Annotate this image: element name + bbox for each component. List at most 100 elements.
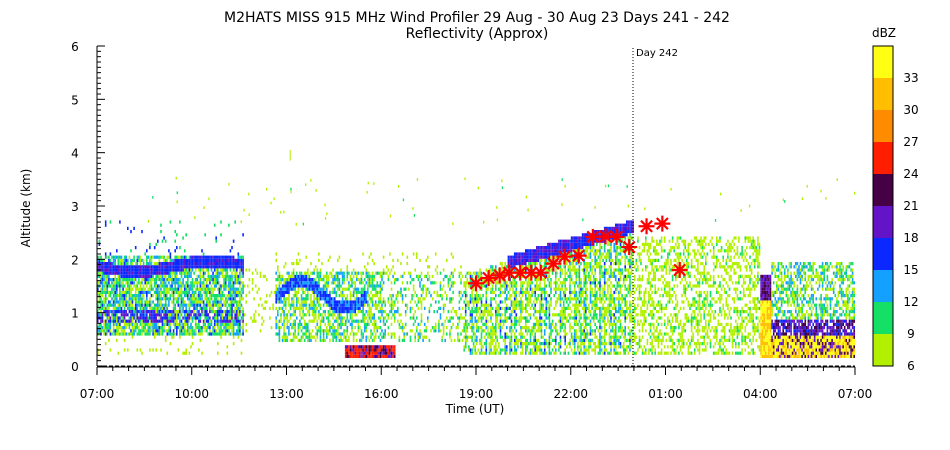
- heatmap-cell: [545, 290, 548, 294]
- heatmap-cell: [373, 335, 375, 339]
- heatmap-cell: [507, 316, 510, 320]
- heatmap-cell: [464, 284, 467, 288]
- heatmap-cell: [433, 326, 435, 330]
- heatmap-cell: [101, 316, 104, 320]
- heatmap-cell: [157, 290, 159, 294]
- heatmap-cell: [201, 329, 203, 333]
- heatmap-cell: [209, 294, 211, 298]
- heatmap-cell: [321, 329, 323, 333]
- heatmap-cell: [452, 306, 454, 310]
- heatmap-cell: [188, 300, 191, 304]
- heatmap-cell: [212, 316, 214, 320]
- heatmap-cell: [237, 252, 240, 256]
- heatmap-cell: [207, 322, 210, 326]
- heatmap-cell: [158, 255, 161, 259]
- heatmap-cell: [570, 242, 573, 246]
- heatmap-cell: [232, 284, 235, 288]
- heatmap-cell: [539, 319, 541, 323]
- heatmap-cell: [562, 329, 565, 333]
- heatmap-cell: [106, 310, 109, 314]
- heatmap-cell: [134, 329, 137, 333]
- heatmap-cell: [237, 310, 240, 314]
- heatmap-cell: [141, 297, 143, 301]
- heatmap-cell: [389, 252, 391, 256]
- heatmap-cell: [555, 335, 557, 339]
- heatmap-cell: [212, 332, 214, 336]
- heatmap-cell: [543, 297, 546, 301]
- heatmap-cell: [510, 300, 513, 304]
- heatmap-cell: [310, 284, 312, 288]
- heatmap-cell: [551, 252, 554, 256]
- heatmap-cell: [283, 335, 285, 339]
- heatmap-cell: [258, 313, 260, 317]
- heatmap-cell: [153, 281, 156, 285]
- heatmap-cell: [245, 322, 247, 326]
- heatmap-cell: [160, 268, 162, 272]
- heatmap-cell: [109, 262, 112, 266]
- heatmap-cell: [446, 258, 448, 262]
- heatmap-cell: [566, 300, 568, 304]
- heatmap-cell: [185, 351, 187, 355]
- heatmap-cell: [542, 335, 544, 339]
- heatmap-cell: [495, 342, 497, 346]
- heatmap-cell: [123, 316, 126, 320]
- heatmap-cell: [104, 322, 107, 326]
- heatmap-cell: [180, 268, 183, 272]
- heatmap-cell: [217, 313, 219, 317]
- heatmap-cell: [109, 278, 112, 282]
- heatmap-cell: [141, 332, 143, 336]
- heatmap-cell: [158, 278, 161, 282]
- heatmap-cell: [386, 351, 388, 355]
- heatmap-cell: [555, 246, 557, 250]
- heatmap-cell: [573, 348, 576, 352]
- heatmap-cell: [133, 268, 135, 272]
- heatmap-cell: [555, 268, 557, 272]
- heatmap-cell: [209, 297, 211, 301]
- heatmap-cell: [149, 322, 151, 326]
- heatmap-cell: [147, 310, 150, 314]
- heatmap-cell: [228, 290, 230, 294]
- heatmap-cell: [131, 335, 134, 339]
- heatmap-cell: [446, 326, 448, 330]
- heatmap-cell: [119, 265, 121, 269]
- heatmap-cell: [240, 255, 243, 259]
- heatmap-cell: [138, 332, 140, 336]
- heatmap-cell: [134, 310, 137, 314]
- heatmap-cell: [158, 319, 161, 323]
- heatmap-cell: [341, 271, 344, 275]
- heatmap-cell: [376, 294, 379, 298]
- heatmap-cell: [122, 310, 124, 314]
- heatmap-cell: [122, 284, 124, 288]
- heatmap-cell: [220, 258, 222, 262]
- heatmap-cell: [284, 262, 287, 266]
- heatmap-cell: [226, 300, 229, 304]
- heatmap-cell: [123, 284, 126, 288]
- heatmap-cell: [180, 294, 183, 298]
- heatmap-cell: [112, 255, 115, 259]
- heatmap-cell: [569, 271, 571, 275]
- heatmap-cell: [471, 335, 473, 339]
- heatmap-cell: [286, 281, 289, 285]
- heatmap-cell: [521, 284, 524, 288]
- heatmap-cell: [172, 322, 175, 326]
- heatmap-cell: [401, 329, 404, 333]
- heatmap-cell: [318, 252, 320, 256]
- heatmap-cell: [172, 300, 175, 304]
- heatmap-cell: [229, 322, 232, 326]
- heatmap-cell: [471, 322, 473, 326]
- heatmap-cell: [278, 278, 281, 282]
- heatmap-cell: [138, 316, 140, 320]
- heatmap-cell: [190, 300, 192, 304]
- heatmap-cell: [327, 329, 330, 333]
- heatmap-cell: [472, 310, 475, 314]
- heatmap-cell: [382, 332, 385, 336]
- heatmap-cell: [204, 329, 206, 333]
- heatmap-cell: [236, 319, 238, 323]
- heatmap-cell: [236, 332, 238, 336]
- heatmap-cell: [187, 322, 189, 326]
- heatmap-cell: [232, 342, 235, 346]
- heatmap-cell: [427, 265, 429, 269]
- heatmap-cell: [314, 332, 317, 336]
- heatmap-cell: [360, 294, 363, 298]
- heatmap-cell: [104, 271, 107, 275]
